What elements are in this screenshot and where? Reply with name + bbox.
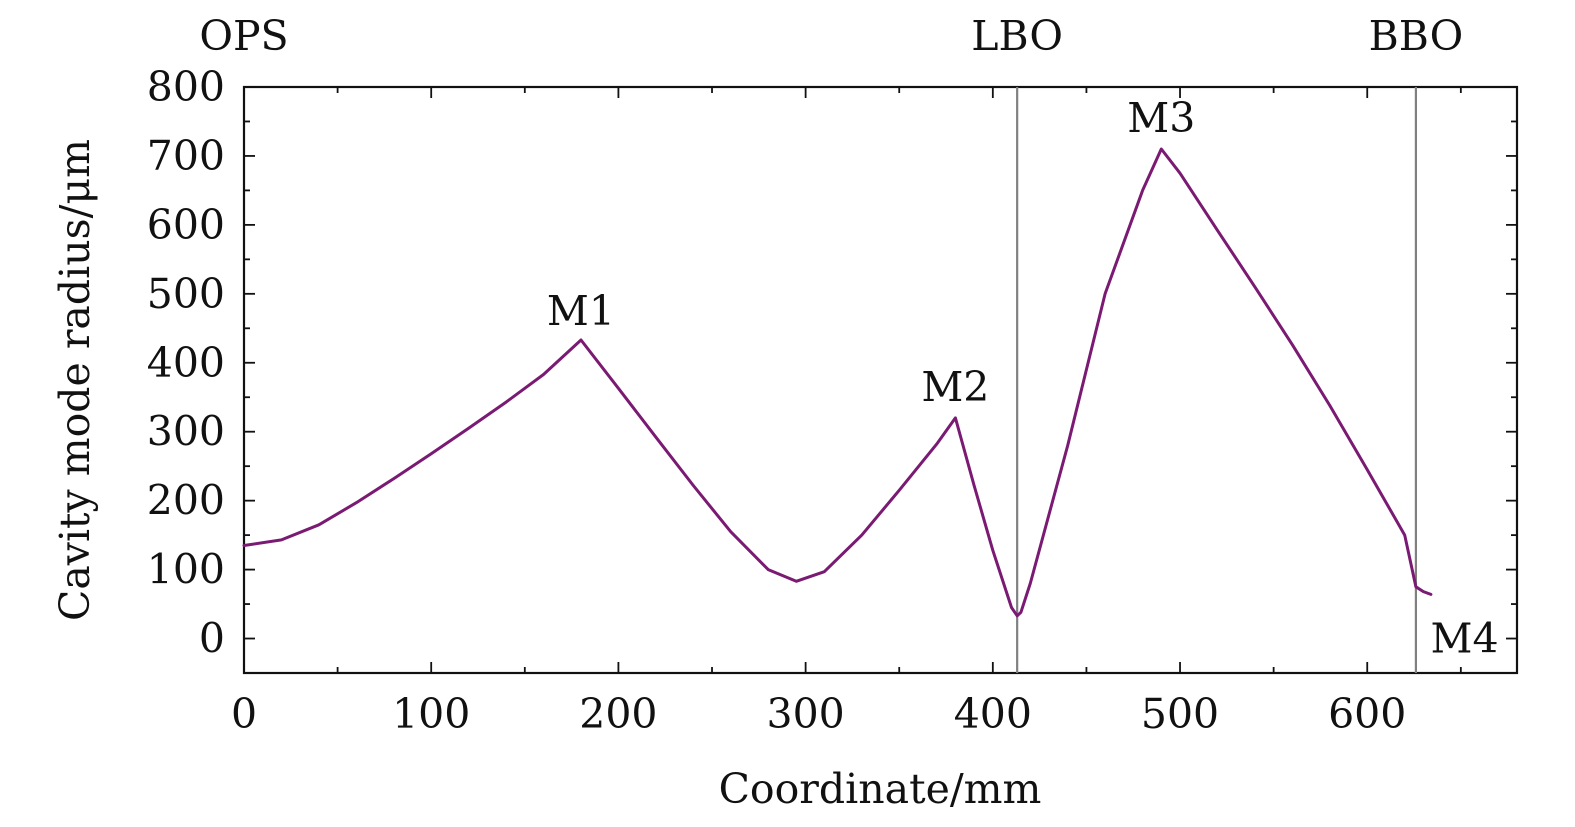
mirror-annotation: M3 (1127, 94, 1195, 142)
y-tick-label: 0 (199, 615, 225, 663)
x-tick-label: 0 (231, 690, 257, 738)
plot-frame (242, 85, 1519, 675)
top-component-label: OPS (199, 12, 288, 60)
top-component-label: LBO (971, 12, 1063, 60)
x-tick-label: 500 (1141, 690, 1219, 738)
y-tick-label: 800 (147, 63, 225, 111)
y-tick-label: 500 (147, 270, 225, 318)
top-component-label: BBO (1369, 12, 1464, 60)
y-tick-label: 700 (147, 132, 225, 180)
y-tick-label: 400 (147, 339, 225, 387)
ticks-group: 0 100 200 300 400 500 600 0 100 200 300 400 500 600 70… (147, 63, 1517, 738)
mirror-annotation: M2 (921, 363, 989, 411)
x-tick-label: 600 (1328, 690, 1406, 738)
mirror-annotation: M1 (547, 287, 615, 335)
mirror-annotation: M4 (1431, 615, 1499, 663)
series-group (242, 147, 1433, 618)
series-line (242, 147, 1433, 618)
y-tick-label: 300 (147, 408, 225, 456)
y-axis-label: Cavity mode radius/μm (51, 139, 99, 621)
x-tick-label: 400 (954, 690, 1032, 738)
y-tick-label: 100 (147, 546, 225, 594)
x-tick-label: 100 (392, 690, 470, 738)
x-tick-label: 300 (766, 690, 844, 738)
labels-group: OPS LBO BBO M1 M2 M3 M4 (199, 12, 1498, 663)
vertical-markers-group (1016, 87, 1418, 673)
y-tick-label: 200 (147, 477, 225, 525)
y-tick-label: 600 (147, 201, 225, 249)
x-tick-label: 200 (579, 690, 657, 738)
plot-frame-group (242, 85, 1519, 675)
x-axis-label: Coordinate/mm (719, 765, 1042, 813)
